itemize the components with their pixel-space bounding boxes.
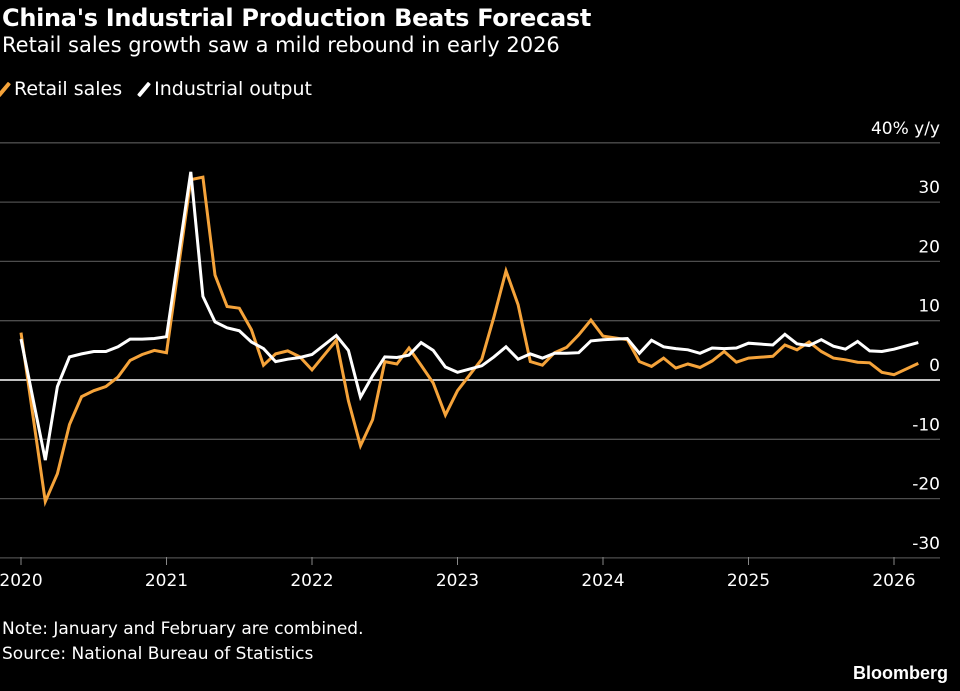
y-tick-label: -30 <box>912 534 940 554</box>
y-tick-label: -10 <box>912 415 940 435</box>
industrial-output-line <box>19 171 919 461</box>
x-tick-label: 2020 <box>0 571 43 591</box>
chart-title: China's Industrial Production Beats Fore… <box>2 4 591 32</box>
chart-note: Note: January and February are combined. <box>2 619 364 639</box>
x-tick-label: 2024 <box>581 571 624 591</box>
y-tick-label: 0 <box>929 356 940 376</box>
legend-label: Retail sales <box>14 78 123 100</box>
legend-item-retail-sales: Retail sales <box>0 78 123 100</box>
chart-source: Source: National Bureau of Statistics <box>2 644 314 664</box>
x-tick-label: 2023 <box>436 571 479 591</box>
x-tick-label: 2026 <box>872 571 915 591</box>
y-tick-label: 10 <box>918 297 940 317</box>
y-tick-label: -20 <box>912 475 940 495</box>
y-tick-label: 40% y/y <box>871 119 940 139</box>
x-tick-label: 2021 <box>145 571 188 591</box>
y-tick-label: 20 <box>918 237 940 257</box>
retail-sales-line <box>19 175 919 508</box>
legend: Retail sales Industrial output <box>0 78 312 100</box>
y-tick-label: 30 <box>918 178 940 198</box>
legend-label: Industrial output <box>154 78 312 100</box>
x-tick-label: 2022 <box>290 571 333 591</box>
x-tick-label: 2025 <box>727 571 770 591</box>
legend-item-industrial-output: Industrial output <box>137 78 312 100</box>
bloomberg-logo: Bloomberg <box>852 663 948 683</box>
chart-subtitle: Retail sales growth saw a mild rebound i… <box>2 33 560 57</box>
